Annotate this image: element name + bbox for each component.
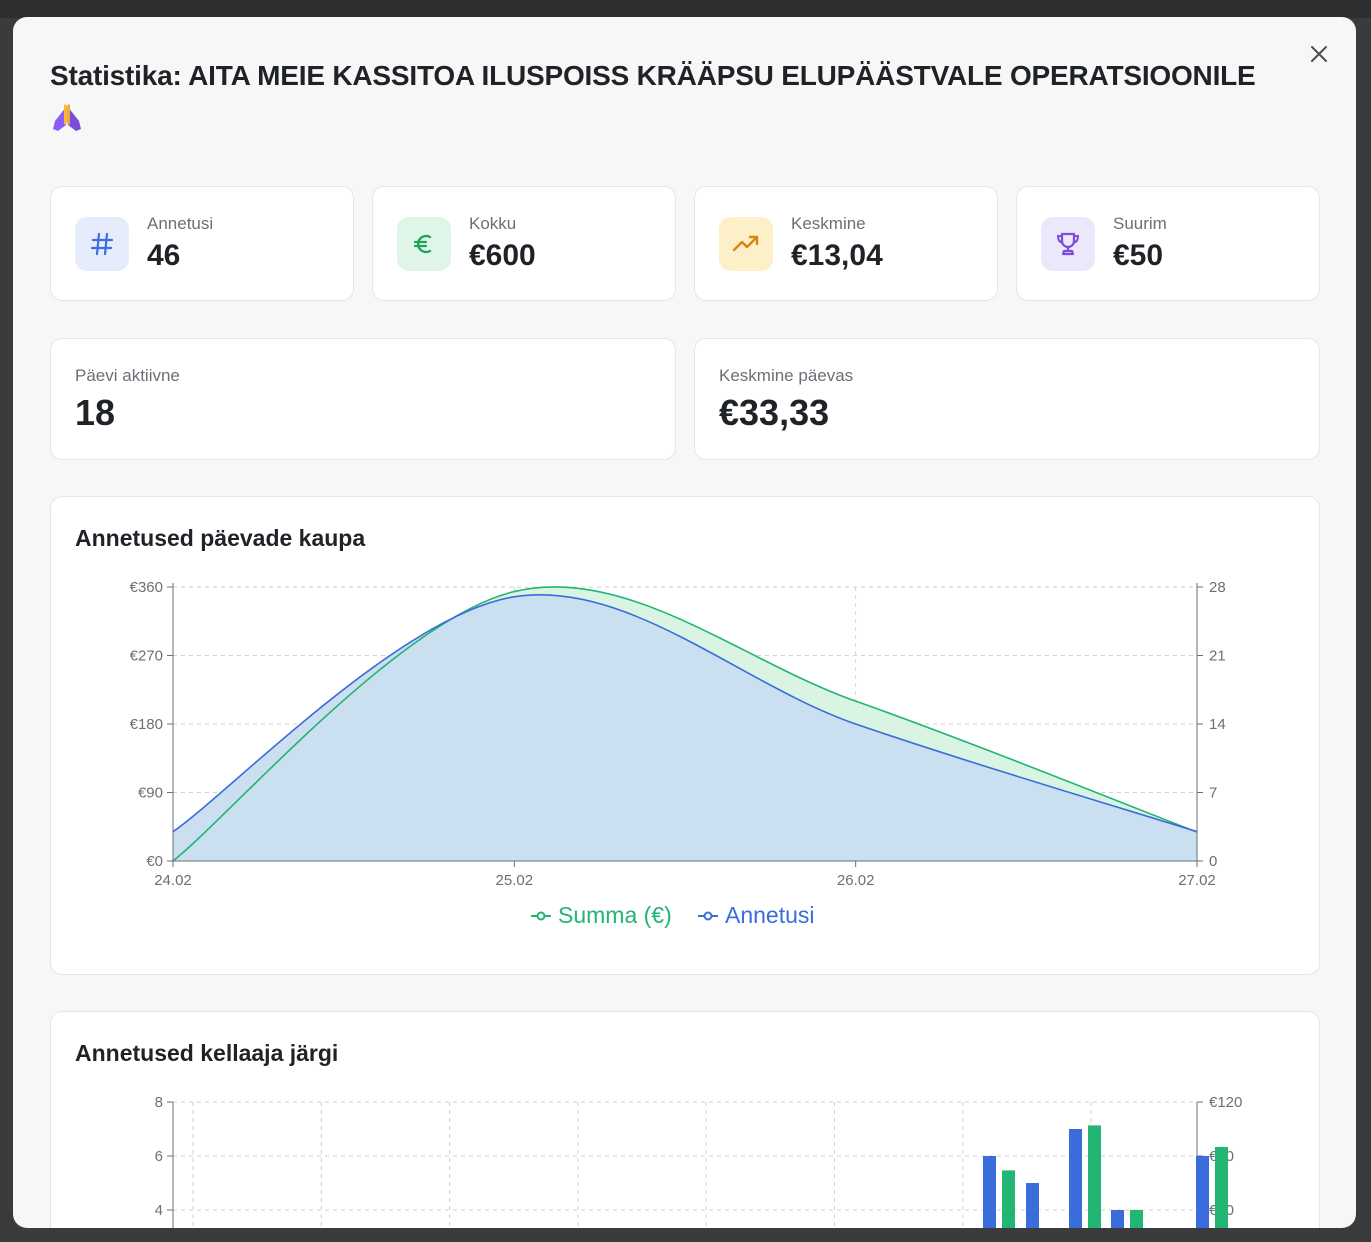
modal-title-text: Statistika: AITA MEIE KASSITOA ILUSPOISS… xyxy=(50,60,1256,91)
daily-donations-chart: €0 0 €90 7 €180 14 €270 21 €360 28 24.02 25.02 26.02… xyxy=(130,579,1226,928)
stat-label: Keskmine xyxy=(791,214,866,233)
hourly-donations-chart: 4€606€908€120 xyxy=(155,1094,1242,1228)
chart-title: Annetused päevade kaupa xyxy=(75,525,366,551)
bar-summa xyxy=(1215,1147,1228,1228)
stat-label: Keskmine päevas xyxy=(719,366,854,385)
stat-card-annetusi: Annetusi 46 xyxy=(50,186,354,301)
y2-tick-label: €120 xyxy=(1209,1094,1242,1111)
x-tick-label: 26.02 xyxy=(837,872,875,889)
x-tick-label: 27.02 xyxy=(1178,872,1216,889)
bar-summa xyxy=(1088,1125,1101,1228)
bar-summa xyxy=(1002,1170,1015,1228)
hash-icon xyxy=(75,217,129,271)
chart-title: Annetused kellaaja järgi xyxy=(75,1040,339,1066)
y-tick-label: 8 xyxy=(155,1094,163,1111)
bar-annetusi xyxy=(1111,1210,1124,1228)
modal-title: Statistika: AITA MEIE KASSITOA ILUSPOISS… xyxy=(50,57,1290,135)
bar-annetusi xyxy=(1196,1156,1209,1228)
close-icon xyxy=(1311,46,1327,62)
y2-tick-label: 0 xyxy=(1209,853,1217,870)
close-button[interactable] xyxy=(1306,41,1332,67)
statistics-modal: Statistika: AITA MEIE KASSITOA ILUSPOISS… xyxy=(13,17,1356,1228)
bar-annetusi xyxy=(983,1156,996,1228)
stat-label: Kokku xyxy=(469,214,517,233)
hourly-donations-chart-card: Annetused kellaaja järgi 4€606€908€120 xyxy=(50,1011,1320,1228)
y-tick-label: €90 xyxy=(138,785,163,802)
folded-hands-emoji-icon xyxy=(53,104,81,131)
annetusi-area xyxy=(173,594,1197,861)
stat-label: Päevi aktiivne xyxy=(75,366,180,385)
y2-tick-label: 14 xyxy=(1209,716,1226,733)
y2-tick-label: 7 xyxy=(1209,785,1217,802)
stat-value: €600 xyxy=(469,239,536,272)
trending-up-icon xyxy=(719,217,773,271)
bar-summa xyxy=(1130,1210,1143,1228)
y2-tick-label: 28 xyxy=(1209,579,1226,596)
page-backdrop xyxy=(0,0,1371,18)
y-tick-label: €180 xyxy=(130,716,163,733)
y-tick-label: €360 xyxy=(130,579,163,596)
stat-value: €33,33 xyxy=(719,392,830,433)
stat-card-suurim: Suurim €50 xyxy=(1016,186,1320,301)
stat-label: Annetusi xyxy=(147,214,214,233)
x-tick-label: 24.02 xyxy=(154,872,192,889)
stat-card-kokku: Kokku €600 xyxy=(372,186,676,301)
stat-value: 46 xyxy=(147,239,181,272)
legend-annetusi-dot xyxy=(703,911,713,921)
trophy-icon xyxy=(1041,217,1095,271)
stat-card-keskmine: Keskmine €13,04 xyxy=(694,186,998,301)
daily-donations-chart-card: Annetused päevade kaupa €0 0 €90 7 €180 14 €27… xyxy=(50,496,1320,975)
stat-card-keskmine-paevas: Keskmine päevas €33,33 xyxy=(694,338,1320,460)
x-tick-label: 25.02 xyxy=(496,872,534,889)
bar-annetusi xyxy=(1069,1129,1082,1228)
y2-tick-label: 21 xyxy=(1209,648,1226,665)
legend-summa-dot xyxy=(536,911,546,921)
stat-card-paevi-aktiivne: Päevi aktiivne 18 xyxy=(50,338,676,460)
stat-label: Suurim xyxy=(1113,214,1167,233)
summa-line xyxy=(172,586,1198,862)
y-tick-label: 4 xyxy=(155,1202,163,1219)
legend-annetusi-label: Annetusi xyxy=(725,902,815,928)
stat-value: €50 xyxy=(1113,239,1164,272)
legend-summa-label: Summa (€) xyxy=(558,902,672,928)
bar-annetusi xyxy=(1026,1183,1039,1228)
stat-value: 18 xyxy=(75,392,116,433)
stat-value: €13,04 xyxy=(791,239,883,272)
y-tick-label: €0 xyxy=(146,853,163,870)
annetusi-line xyxy=(172,594,1198,833)
y-tick-label: €270 xyxy=(130,648,163,665)
y-tick-label: 6 xyxy=(155,1148,163,1165)
euro-icon xyxy=(397,217,451,271)
